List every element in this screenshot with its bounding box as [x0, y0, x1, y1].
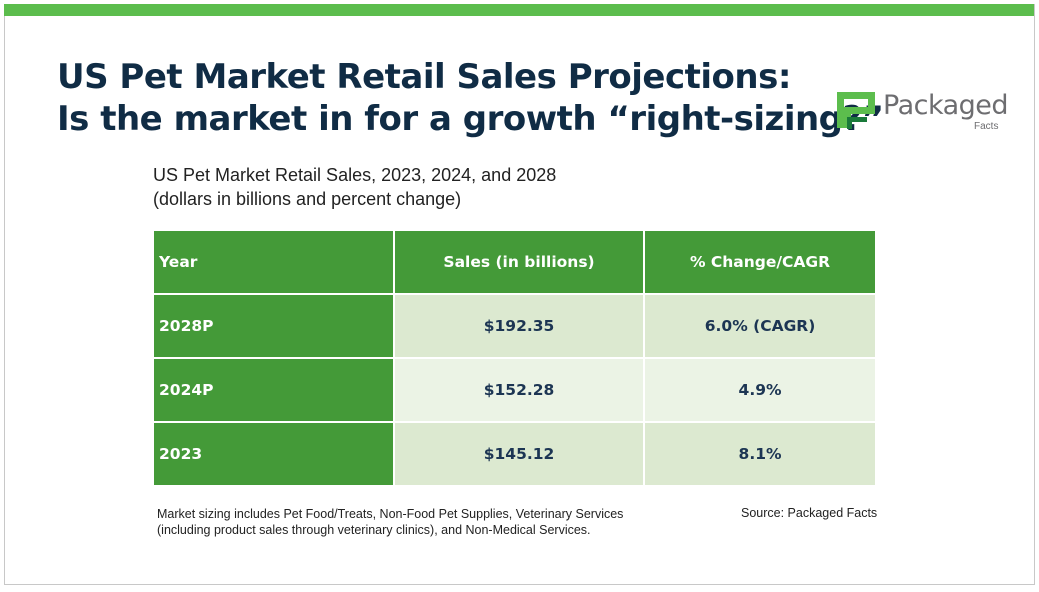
caption-line-1: US Pet Market Retail Sales, 2023, 2024, …	[153, 165, 557, 185]
header-sales: Sales (in billions)	[392, 229, 646, 295]
footnote-line-2: (including product sales through veterin…	[157, 523, 591, 537]
sales-table: Year Sales (in billions) % Change/CAGR 2…	[152, 229, 877, 487]
table-row: 2023 $145.12 8.1%	[152, 421, 877, 487]
packaged-facts-logo: Packaged Facts	[835, 90, 1009, 132]
footnote: Market sizing includes Pet Food/Treats, …	[157, 506, 623, 538]
title-line-2: Is the market in for a growth “right-siz…	[57, 99, 884, 139]
title-line-1: US Pet Market Retail Sales Projections:	[57, 57, 791, 97]
cell-change: 8.1%	[643, 421, 877, 487]
cell-change: 6.0% (CAGR)	[643, 293, 877, 359]
table-row: 2028P $192.35 6.0% (CAGR)	[152, 293, 877, 359]
table-row: 2024P $152.28 4.9%	[152, 357, 877, 423]
source-note: Source: Packaged Facts	[741, 506, 878, 520]
cell-sales: $152.28	[392, 357, 646, 423]
caption-line-2: (dollars in billions and percent change)	[153, 189, 462, 209]
logo-sub: Facts	[974, 121, 999, 132]
cell-year: 2028P	[152, 293, 395, 359]
footnote-line-1: Market sizing includes Pet Food/Treats, …	[157, 507, 624, 521]
cell-change: 4.9%	[643, 357, 877, 423]
cell-sales: $145.12	[392, 421, 646, 487]
slide-title: US Pet Market Retail Sales Projections: …	[57, 56, 884, 140]
logo-word: Packaged	[883, 90, 1009, 121]
top-accent-bar	[4, 4, 1034, 16]
table-header-row: Year Sales (in billions) % Change/CAGR	[152, 229, 877, 295]
header-year: Year	[152, 229, 395, 295]
table-caption: US Pet Market Retail Sales, 2023, 2024, …	[153, 163, 556, 211]
header-change: % Change/CAGR	[643, 229, 877, 295]
cell-sales: $192.35	[392, 293, 646, 359]
cell-year: 2023	[152, 421, 395, 487]
logo-mark-icon	[837, 92, 875, 129]
cell-year: 2024P	[152, 357, 395, 423]
